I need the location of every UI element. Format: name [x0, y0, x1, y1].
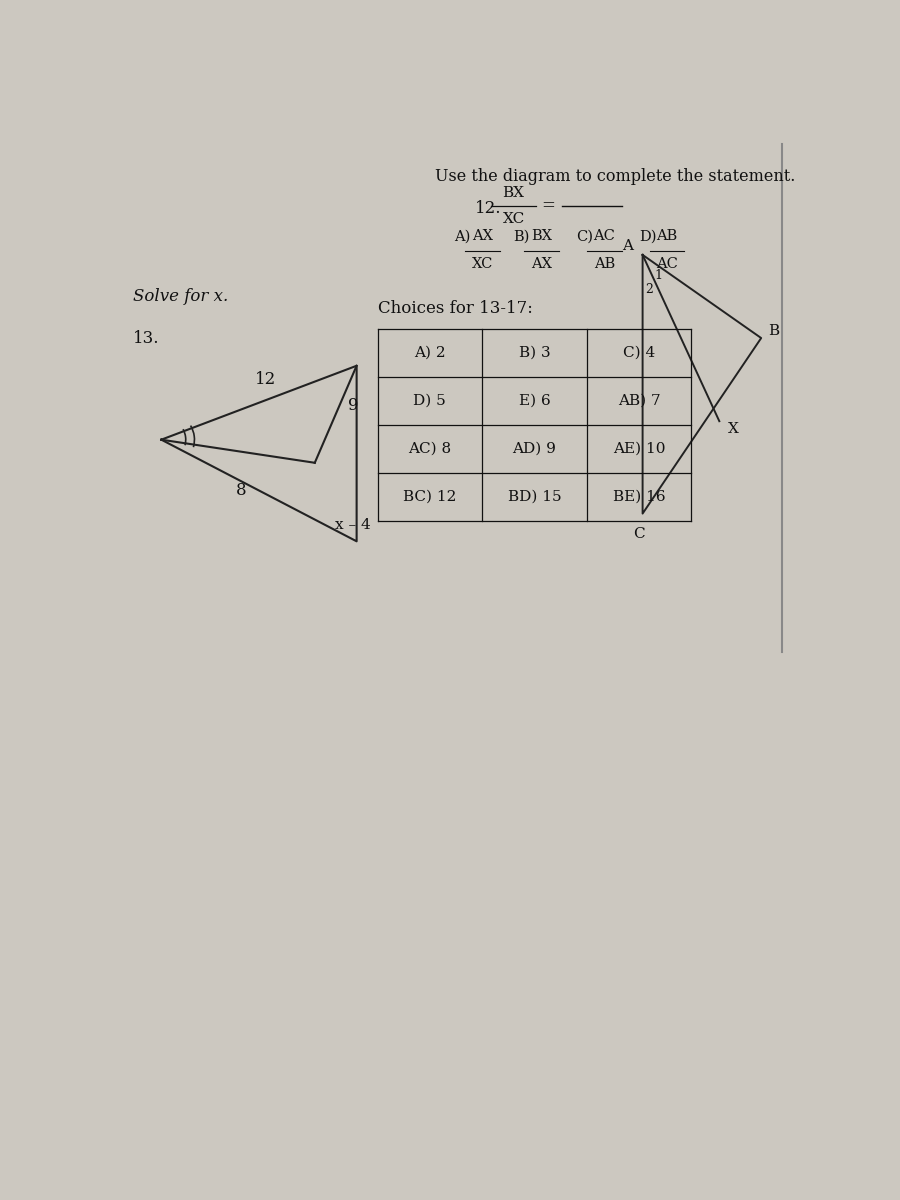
Text: D) 5: D) 5: [413, 394, 446, 408]
Text: C: C: [634, 527, 645, 541]
Text: AX: AX: [531, 257, 552, 271]
Text: AC: AC: [656, 257, 678, 271]
Text: BC) 12: BC) 12: [403, 490, 456, 504]
Text: BD) 15: BD) 15: [508, 490, 562, 504]
Text: B): B): [514, 229, 530, 244]
Text: XC: XC: [502, 212, 525, 226]
Text: AE) 10: AE) 10: [613, 442, 665, 456]
Text: C): C): [576, 229, 593, 244]
Text: 12: 12: [256, 371, 276, 388]
Text: AD) 9: AD) 9: [512, 442, 556, 456]
Text: 13.: 13.: [133, 330, 160, 347]
Text: 2: 2: [645, 283, 653, 296]
Text: AC) 8: AC) 8: [409, 442, 452, 456]
Text: BX: BX: [531, 229, 552, 244]
Text: B) 3: B) 3: [518, 346, 550, 360]
Text: Use the diagram to complete the statement.: Use the diagram to complete the statemen…: [435, 168, 795, 185]
Text: D): D): [639, 229, 657, 244]
Text: A): A): [454, 229, 471, 244]
Text: A: A: [622, 239, 633, 253]
Text: 1: 1: [654, 269, 662, 282]
Text: x – 4: x – 4: [336, 518, 371, 532]
Text: AB: AB: [656, 229, 678, 244]
Text: BX: BX: [502, 186, 525, 200]
Text: Choices for 13-17:: Choices for 13-17:: [378, 300, 533, 317]
Text: C) 4: C) 4: [623, 346, 655, 360]
Text: 12.: 12.: [475, 200, 501, 217]
Text: 9: 9: [348, 396, 358, 414]
Text: AB) 7: AB) 7: [617, 394, 661, 408]
Text: Solve for x.: Solve for x.: [133, 288, 229, 305]
Text: =: =: [542, 198, 555, 215]
Text: AB: AB: [594, 257, 615, 271]
Text: AC: AC: [593, 229, 616, 244]
Text: BE) 16: BE) 16: [613, 490, 665, 504]
Text: B: B: [769, 324, 779, 337]
Text: E) 6: E) 6: [518, 394, 551, 408]
Text: A) 2: A) 2: [414, 346, 446, 360]
Text: AX: AX: [472, 229, 492, 244]
Text: 8: 8: [236, 482, 247, 499]
Text: X: X: [728, 421, 739, 436]
Text: XC: XC: [472, 257, 493, 271]
